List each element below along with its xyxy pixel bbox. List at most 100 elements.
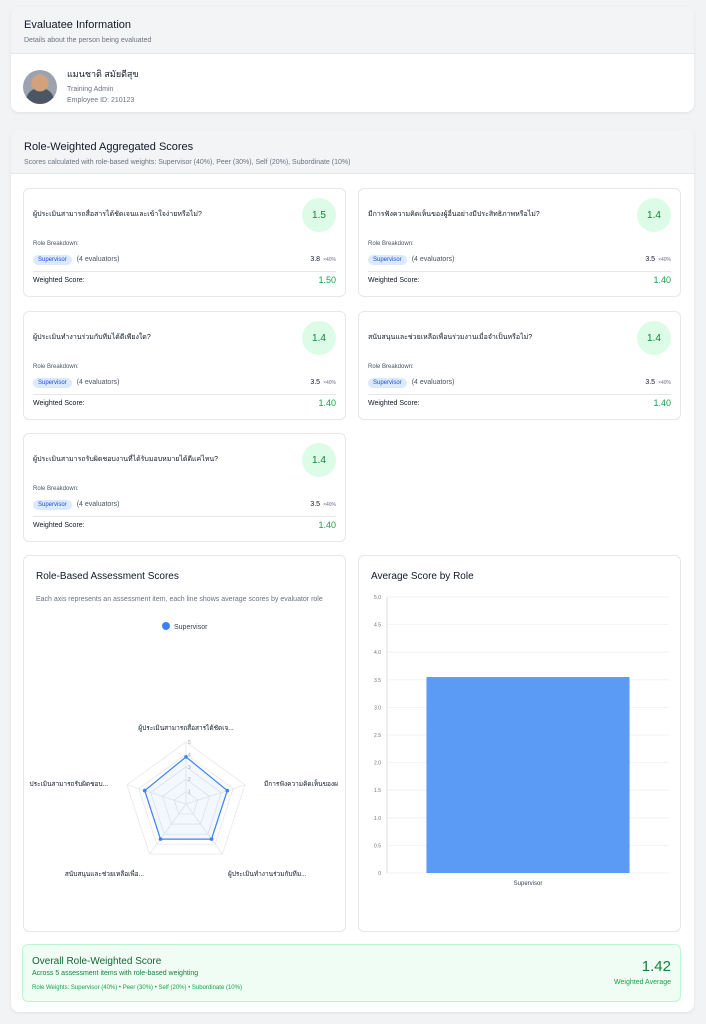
person-info: แมนชาติ สมัยดีสุข Training Admin Employe…: [23, 67, 139, 106]
item-score-badge: 1.4: [302, 443, 336, 477]
item-score-badge: 1.4: [637, 321, 671, 355]
avatar: [23, 69, 57, 104]
role-weight: ×40%: [323, 256, 336, 263]
role-breakdown-label: Role Breakdown:: [33, 364, 79, 370]
radar-spoke: [185, 784, 246, 805]
bar-y-tick-label: 4.0: [374, 650, 381, 656]
radar-point: [209, 837, 214, 841]
evaluatee-title: Evaluatee Information: [24, 19, 132, 31]
radar-grid-ring: [126, 741, 246, 855]
radar-grid-ring: [138, 753, 234, 845]
radar-axis-label: สนับสนุนและช่วยเหลือเพื่อ...: [65, 869, 144, 878]
weighted-score-value: 1.40: [653, 275, 671, 285]
divider: [33, 271, 336, 272]
divider: [33, 394, 336, 395]
weighted-score-label: Weighted Score:: [368, 277, 420, 284]
bar-y-tick-label: 0: [378, 871, 381, 877]
scores-title: Role-Weighted Aggregated Scores: [24, 141, 194, 153]
radar-axis-label: ผู้ประเมินทำงานร่วมกับทีม...: [228, 870, 307, 878]
evaluator-count: (4 evaluators): [76, 379, 120, 386]
legend-marker: [162, 622, 170, 630]
radar-point: [225, 788, 230, 793]
role-average: 3.5: [645, 379, 656, 386]
overall-score-box: Overall Role-Weighted Score Across 5 ass…: [22, 944, 681, 1002]
role-breakdown-label: Role Breakdown:: [368, 364, 414, 370]
item-score-badge: 1.4: [637, 198, 671, 232]
radar-tick-label: 4: [188, 752, 191, 758]
divider: [33, 516, 336, 517]
person-employee-id: Employee ID: 210123: [67, 97, 135, 104]
role-breakdown-label: Role Breakdown:: [33, 241, 79, 247]
role-average: 3.5: [645, 256, 656, 263]
role-pill: Supervisor: [33, 254, 72, 265]
radar-spoke: [185, 803, 223, 855]
role-pill: Supervisor: [33, 377, 72, 388]
person-name: แมนชาติ สมัยดีสุข: [67, 69, 139, 79]
radar-panel: Role-Based Assessment Scores Each axis r…: [23, 555, 346, 932]
role-average: 3.5: [310, 379, 321, 386]
radar-point: [158, 837, 163, 841]
item-question: ผู้ประเมินสามารถรับผิดชอบงานที่ได้รับมอบ…: [33, 456, 219, 463]
bar-y-tick-label: 2.5: [374, 733, 381, 739]
radar-axis-label: ประเมินสามารถรับผิดชอบ...: [29, 780, 108, 788]
role-weight: ×40%: [658, 256, 671, 263]
role-weight: ×40%: [323, 501, 336, 508]
role-weight: ×40%: [658, 379, 671, 386]
overall-score-label: Weighted Average: [614, 979, 671, 986]
scores-card: Role-Weighted Aggregated Scores Scores c…: [11, 130, 694, 1012]
item-score-badge: 1.5: [302, 198, 336, 232]
weighted-score-value: 1.40: [653, 398, 671, 408]
weighted-score-label: Weighted Score:: [368, 400, 420, 407]
score-item-card: สนับสนุนและช่วยเหลือเพื่อนร่วมงานเมื่อจำ…: [358, 311, 681, 420]
bar-title: Average Score by Role: [371, 571, 474, 582]
bar-y-tick-label: 1.0: [374, 816, 381, 822]
role-pill: Supervisor: [33, 499, 72, 510]
evaluator-count: (4 evaluators): [76, 501, 120, 508]
role-row: Supervisor (4 evaluators) 3.5 ×40%: [368, 253, 671, 266]
scores-header: Role-Weighted Aggregated Scores Scores c…: [11, 130, 694, 174]
evaluator-count: (4 evaluators): [411, 379, 455, 386]
role-breakdown-label: Role Breakdown:: [368, 241, 414, 247]
radar-tick-label: 3: [188, 765, 191, 771]
radar-subtitle: Each axis represents an assessment item,…: [36, 596, 323, 603]
weighted-score-label: Weighted Score:: [33, 277, 85, 284]
role-average: 3.8: [310, 256, 321, 263]
overall-subtitle: Across 5 assessment items with role-base…: [32, 970, 199, 977]
bar-y-tick-label: 4.5: [374, 623, 381, 629]
radar-tick-label: 1: [188, 790, 191, 796]
score-item-card: ผู้ประเมินสามารถสื่อสารได้ชัดเจนและเข้าใ…: [23, 188, 346, 297]
radar-grid-ring: [173, 791, 199, 815]
item-question: ผู้ประเมินทำงานร่วมกับทีมได้ดีเพียงใด?: [33, 334, 151, 341]
radar-series-supervisor: [144, 756, 228, 840]
role-pill: Supervisor: [368, 254, 407, 265]
role-row: Supervisor (4 evaluators) 3.5 ×40%: [368, 376, 671, 389]
item-question: มีการฟังความคิดเห็นของผู้อื่นอย่างมีประส…: [368, 211, 540, 218]
overall-title: Overall Role-Weighted Score: [32, 956, 162, 967]
radar-grid-ring: [161, 778, 211, 825]
bar-y-tick-label: 1.5: [374, 788, 381, 794]
bar-y-tick-label: 3.5: [374, 678, 381, 684]
role-row: Supervisor (4 evaluators) 3.8 ×40%: [33, 253, 336, 266]
bar-y-tick-label: 0.5: [374, 843, 381, 849]
weighted-score-value: 1.40: [318, 520, 336, 530]
divider: [368, 271, 671, 272]
weighted-score-value: 1.50: [318, 275, 336, 285]
evaluatee-header: Evaluatee Information Details about the …: [11, 7, 694, 54]
evaluator-count: (4 evaluators): [76, 256, 120, 263]
role-breakdown-label: Role Breakdown:: [33, 486, 79, 492]
item-question: สนับสนุนและช่วยเหลือเพื่อนร่วมงานเมื่อจำ…: [368, 334, 533, 341]
score-item-card: ผู้ประเมินสามารถรับผิดชอบงานที่ได้รับมอบ…: [23, 433, 346, 542]
radar-axis-label: ผู้ประเมินสามารถสื่อสารได้ชัดเจ...: [138, 723, 234, 732]
role-row: Supervisor (4 evaluators) 3.5 ×40%: [33, 498, 336, 511]
radar-point: [184, 755, 188, 759]
score-item-card: มีการฟังความคิดเห็นของผู้อื่นอย่างมีประส…: [358, 188, 681, 297]
legend-label: Supervisor: [174, 624, 208, 631]
weighted-score-value: 1.40: [318, 398, 336, 408]
bar-y-tick-label: 5.0: [374, 595, 381, 601]
evaluatee-subtitle: Details about the person being evaluated: [24, 37, 152, 44]
role-average: 3.5: [310, 501, 321, 508]
overall-weights: Role Weights: Supervisor (40%) • Peer (3…: [32, 985, 242, 991]
radar-axis-label: มีการฟังความคิดเห็นของผ: [264, 779, 338, 788]
radar-title: Role-Based Assessment Scores: [36, 571, 179, 582]
radar-tick-label: 2: [188, 777, 191, 783]
